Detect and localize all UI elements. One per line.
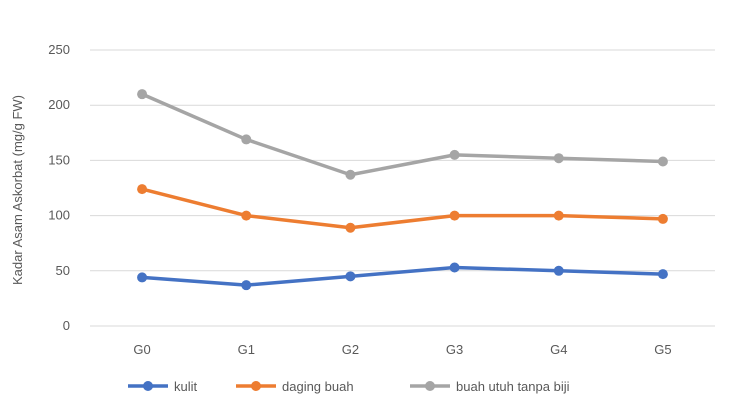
y-axis-title: Kadar Asam Askorbat (mg/g FW): [10, 95, 25, 285]
x-tick-label: G1: [238, 342, 255, 357]
data-point: [241, 210, 252, 221]
data-point: [137, 89, 148, 100]
legend-item: daging buah: [236, 379, 354, 394]
data-point: [449, 210, 460, 221]
x-tick-label: G2: [342, 342, 359, 357]
legend-label: buah utuh tanpa biji: [456, 379, 570, 394]
data-point: [553, 210, 564, 221]
data-point: [345, 169, 356, 180]
y-tick-label: 150: [48, 152, 70, 167]
data-point: [137, 184, 148, 195]
data-point: [657, 213, 668, 224]
data-point: [553, 265, 564, 276]
data-point: [657, 269, 668, 280]
y-tick-label: 50: [56, 263, 70, 278]
legend-label: kulit: [174, 379, 198, 394]
series-daging-buah: [137, 184, 668, 233]
data-point: [241, 280, 252, 291]
data-point: [449, 149, 460, 160]
data-point: [657, 156, 668, 167]
legend-swatch-marker: [143, 381, 153, 391]
series-buah-utuh-tanpa-biji: [137, 89, 668, 180]
x-tick-label: G4: [550, 342, 567, 357]
x-tick-label: G3: [446, 342, 463, 357]
data-point: [553, 153, 564, 164]
legend-swatch-marker: [425, 381, 435, 391]
series-lines: [137, 89, 668, 291]
data-point: [241, 134, 252, 145]
y-tick-label: 100: [48, 208, 70, 223]
data-point: [345, 222, 356, 233]
x-axis-ticks: G0 G1 G2 G3 G4 G5: [133, 342, 671, 357]
x-tick-label: G0: [133, 342, 150, 357]
y-axis-ticks: 0 50 100 150 200 250: [48, 42, 70, 333]
data-point: [137, 272, 148, 283]
x-tick-label: G5: [654, 342, 671, 357]
series-line: [140, 187, 665, 230]
legend-item: kulit: [128, 379, 198, 394]
gridlines: [90, 49, 715, 327]
series-kulit: [137, 262, 668, 291]
legend-swatch-marker: [251, 381, 261, 391]
y-tick-label: 250: [48, 42, 70, 57]
y-tick-label: 200: [48, 97, 70, 112]
series-line: [140, 92, 665, 177]
legend-label: daging buah: [282, 379, 354, 394]
data-point: [449, 262, 460, 273]
y-tick-label: 0: [63, 318, 70, 333]
series-line: [140, 265, 665, 287]
legend: kulit daging buah buah utuh tanpa biji: [128, 379, 570, 394]
legend-item: buah utuh tanpa biji: [410, 379, 570, 394]
data-point: [345, 271, 356, 282]
